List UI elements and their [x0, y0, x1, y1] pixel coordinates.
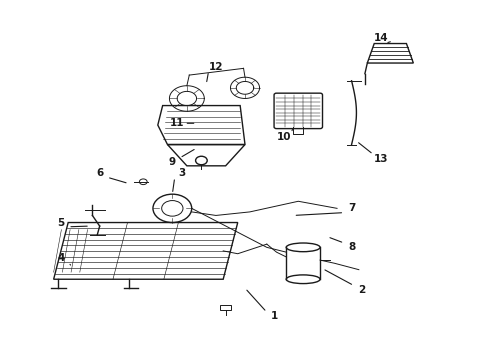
Circle shape	[196, 156, 207, 165]
Text: 7: 7	[348, 203, 355, 213]
Text: 1: 1	[270, 311, 278, 321]
Bar	[220, 305, 231, 310]
Text: 3: 3	[178, 168, 186, 178]
Text: 2: 2	[358, 285, 365, 295]
Text: 11: 11	[170, 118, 184, 128]
Text: 12: 12	[209, 62, 223, 72]
Text: 14: 14	[373, 33, 388, 43]
Text: 9: 9	[169, 157, 176, 167]
Text: 10: 10	[276, 132, 291, 143]
Text: 6: 6	[96, 168, 103, 178]
Text: 5: 5	[57, 217, 65, 228]
Text: 13: 13	[373, 154, 388, 164]
Text: 4: 4	[57, 253, 65, 263]
Text: 8: 8	[348, 242, 355, 252]
